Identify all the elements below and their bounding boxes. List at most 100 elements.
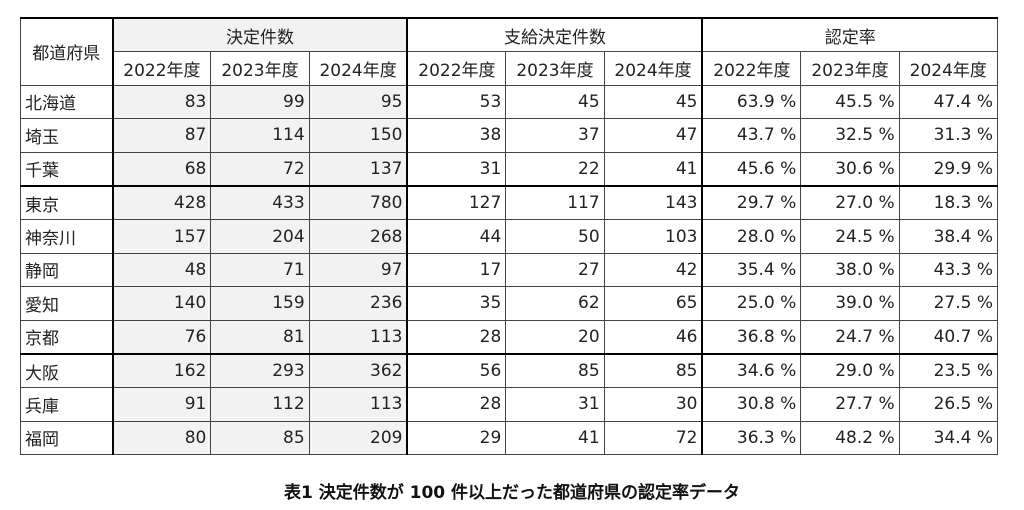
cell: 71	[210, 252, 310, 288]
cell: 157	[111, 219, 212, 254]
data-row: 神奈川 157 204 268 44 50 103 28.0 % 24.5 % 38.4 %	[20, 219, 999, 254]
group-header: 支給決定件数	[406, 17, 703, 53]
row-label: 大阪	[20, 352, 113, 389]
cell: 36.8 %	[701, 319, 802, 355]
cell: 209	[308, 420, 408, 456]
data-row: 京都 76 81 113 28 20 46 36.8 % 24.7 % 40.7 %	[20, 319, 999, 355]
cell: 159	[210, 286, 310, 321]
cell: 27.5 %	[898, 286, 999, 321]
cell: 38.4 %	[898, 219, 999, 254]
column-header: 2024年度	[898, 51, 999, 86]
cell: 35.4 %	[701, 252, 802, 288]
cell: 137	[308, 151, 408, 187]
cell: 38.0 %	[800, 252, 900, 288]
group-header: 決定件数	[111, 17, 408, 53]
cell: 27	[505, 252, 605, 288]
header-row: 2022年度 2023年度 2024年度 2022年度 2023年度 2024年度 2022…	[21, 51, 999, 86]
cell: 268	[308, 219, 408, 254]
data-row: 大阪 162 293 362 56 85 85 34.6 % 29.0 % 23.5 %	[20, 352, 999, 389]
column-header: 2022年度	[111, 51, 212, 86]
cell: 56	[406, 352, 507, 389]
cell: 68	[111, 151, 212, 187]
cell: 85	[505, 352, 605, 389]
row-label: 静岡	[20, 252, 113, 288]
cell: 41	[505, 420, 605, 456]
cell: 65	[603, 286, 703, 321]
cell: 25.0 %	[701, 286, 802, 321]
cell: 53	[406, 84, 507, 120]
cell: 99	[210, 84, 310, 120]
cell: 28.0 %	[701, 219, 802, 254]
row-label: 北海道	[20, 84, 113, 120]
cell: 17	[406, 252, 507, 288]
cell: 26.5 %	[898, 387, 999, 422]
column-header: 2024年度	[603, 51, 703, 86]
cell: 27.7 %	[800, 387, 900, 422]
cell: 140	[111, 286, 212, 321]
corner-header: 都道府県	[20, 16, 113, 86]
cell: 97	[308, 252, 408, 288]
cell: 87	[111, 118, 212, 153]
column-header: 2022年度	[701, 51, 802, 86]
cell: 48	[111, 252, 212, 288]
cell: 18.3 %	[898, 184, 999, 221]
cell: 29.9 %	[898, 151, 999, 187]
cell: 85	[603, 352, 703, 389]
cell: 38	[406, 118, 507, 153]
cell: 780	[308, 184, 408, 221]
cell: 47	[603, 118, 703, 153]
row-label: 愛知	[20, 286, 113, 321]
cell: 40.7 %	[898, 319, 999, 355]
cell: 29.0 %	[800, 352, 900, 389]
cell: 85	[210, 420, 310, 456]
cell: 23.5 %	[898, 352, 999, 389]
cell: 91	[111, 387, 212, 422]
cell: 24.5 %	[800, 219, 900, 254]
cell: 44	[406, 219, 507, 254]
data-row: 福岡 80 85 209 29 41 72 36.3 % 48.2 % 34.4 %	[20, 420, 999, 456]
cell: 45	[603, 84, 703, 120]
cell: 433	[210, 184, 310, 221]
data-row: 静岡 48 71 97 17 27 42 35.4 % 38.0 % 43.3 %	[20, 252, 999, 288]
column-header: 2024年度	[308, 51, 408, 86]
cell: 42	[603, 252, 703, 288]
cell: 45.5 %	[800, 84, 900, 120]
cell: 362	[308, 352, 408, 389]
cell: 95	[308, 84, 408, 120]
cell: 45.6 %	[701, 151, 802, 187]
row-label: 福岡	[20, 420, 113, 456]
cell: 83	[111, 84, 212, 120]
cell: 47.4 %	[898, 84, 999, 120]
cell: 428	[111, 184, 212, 221]
cell: 48.2 %	[800, 420, 900, 456]
cell: 117	[505, 184, 605, 221]
data-row: 千葉 68 72 137 31 22 41 45.6 % 30.6 % 29.9 %	[20, 151, 999, 187]
column-header: 2023年度	[800, 51, 900, 86]
cell: 30.6 %	[800, 151, 900, 187]
cell: 72	[603, 420, 703, 456]
cell: 80	[111, 420, 212, 456]
data-row: 北海道 83 99 95 53 45 45 63.9 % 45.5 % 47.4 %	[20, 84, 999, 120]
cell: 113	[308, 387, 408, 422]
cell: 37	[505, 118, 605, 153]
cell: 34.4 %	[898, 420, 999, 456]
cell: 20	[505, 319, 605, 355]
group-header: 認定率	[701, 17, 999, 53]
cell: 31	[505, 387, 605, 422]
cell: 35	[406, 286, 507, 321]
row-label: 千葉	[20, 151, 113, 187]
cell: 29	[406, 420, 507, 456]
row-label: 埼玉	[20, 118, 113, 153]
data-table: 都道府県 決定件数 支給決定件数 認定率 2022年度 2023年度 2024年度 2022年…	[20, 16, 999, 456]
cell: 204	[210, 219, 310, 254]
cell: 30	[603, 387, 703, 422]
cell: 46	[603, 319, 703, 355]
cell: 293	[210, 352, 310, 389]
cell: 143	[603, 184, 703, 221]
data-row: 埼玉 87 114 150 38 37 47 43.7 % 32.5 % 31.3 %	[20, 118, 999, 153]
cell: 22	[505, 151, 605, 187]
column-header: 2023年度	[210, 51, 310, 86]
cell: 28	[406, 319, 507, 355]
cell: 29.7 %	[701, 184, 802, 221]
